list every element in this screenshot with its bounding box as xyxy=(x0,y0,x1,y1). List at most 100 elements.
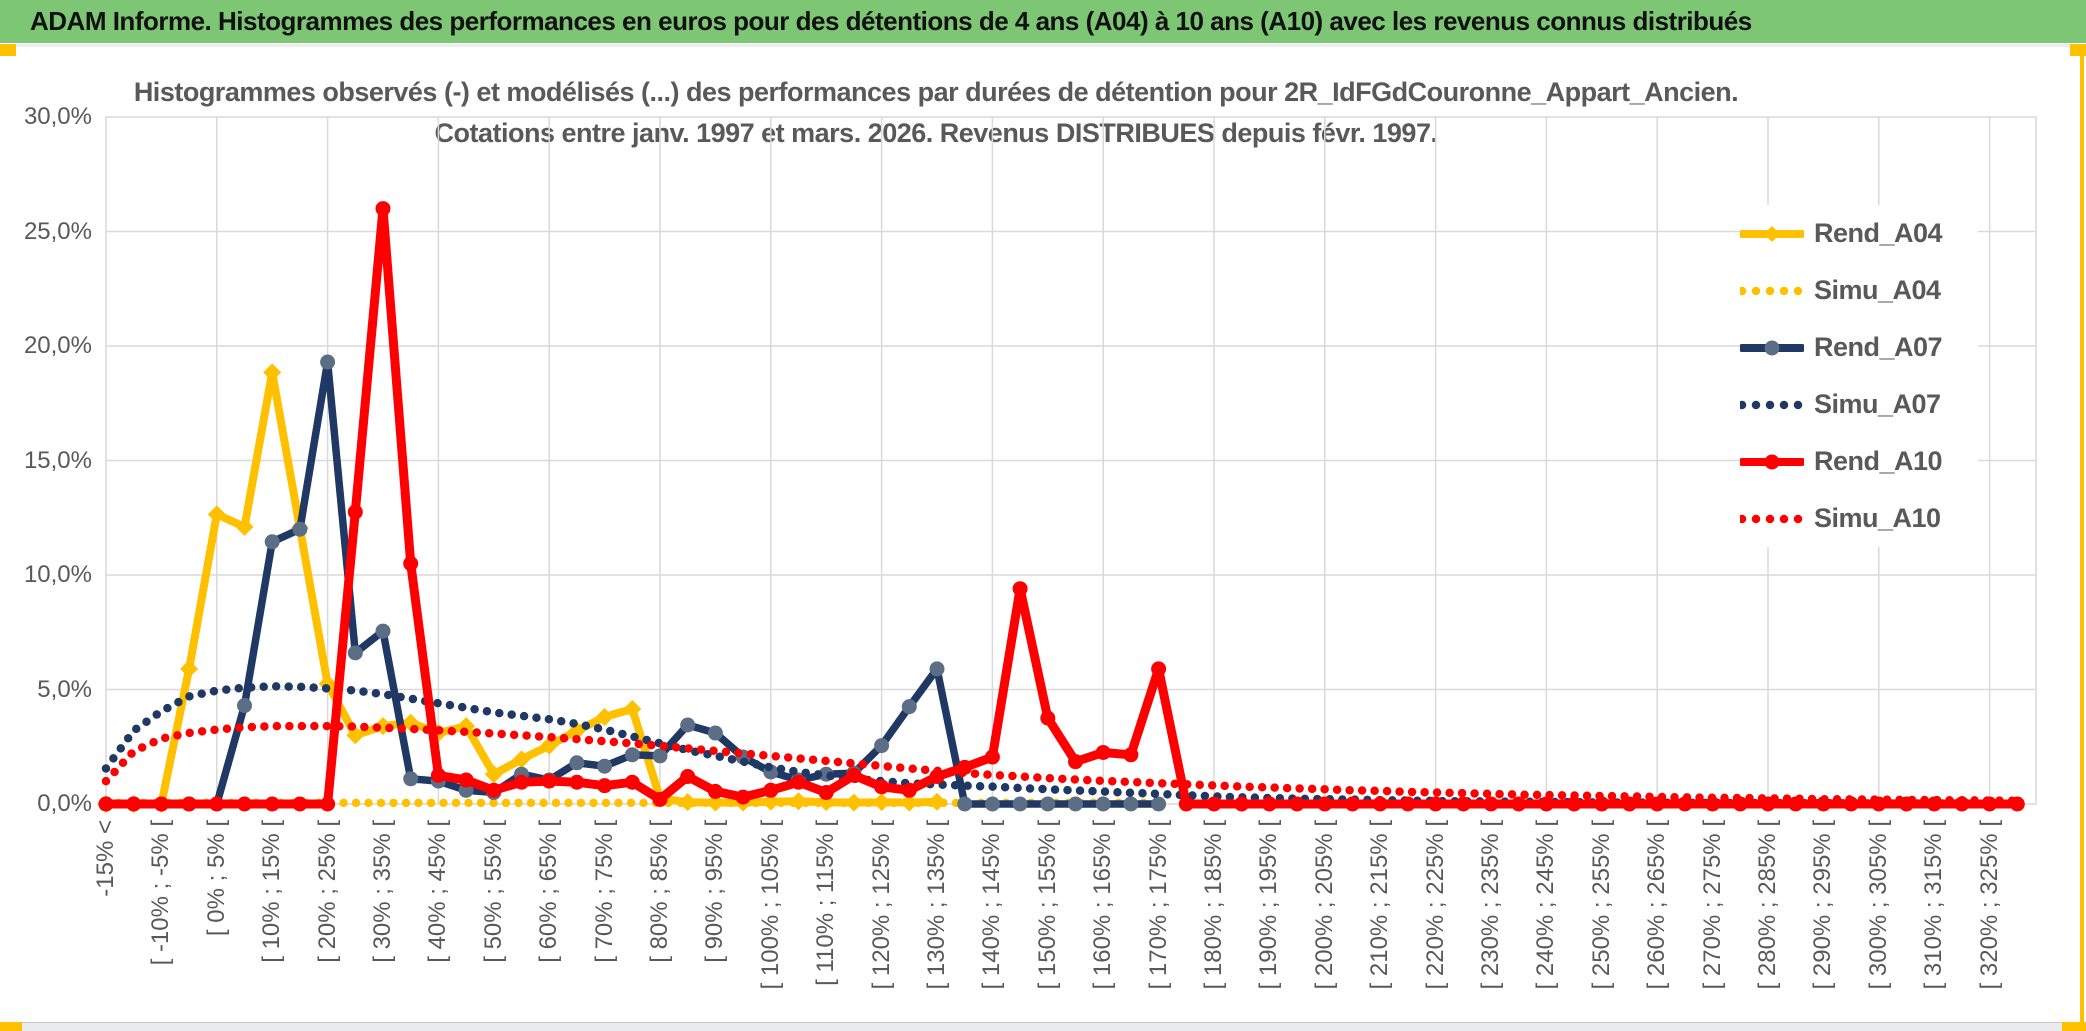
series-rend_a07-marker xyxy=(901,699,917,715)
series-rend_a10-marker xyxy=(680,769,696,785)
series-rend_a07-marker xyxy=(1123,796,1139,812)
x-tick-label: [ 90% ; 95% [ xyxy=(701,820,729,963)
x-tick-label: [ 230% ; 235% [ xyxy=(1477,820,1504,990)
series-rend_a10-marker xyxy=(458,772,474,788)
series-rend_a10-marker xyxy=(652,791,668,807)
series-rend_a07-marker xyxy=(458,782,474,798)
series-simu_a10-line xyxy=(101,721,2022,806)
series-rend_a10-marker xyxy=(1345,796,1360,812)
series-rend_a10-marker xyxy=(1068,754,1083,770)
chart-legend: Rend_A04 Simu_A04 Rend_A07 Simu_A07 Rend_A10… xyxy=(1740,205,1978,547)
series-rend_a07-marker xyxy=(874,738,890,754)
x-tick-label: -15% < xyxy=(92,820,119,897)
series-rend_a10-marker xyxy=(1123,747,1139,763)
legend-dotted-line-icon xyxy=(1740,286,1804,295)
series-rend_a10-marker xyxy=(791,774,806,790)
chart-title: Histogrammes observés (-) et modélisés (… xyxy=(106,72,1766,154)
legend-item-rend_a10[interactable]: Rend_A10 xyxy=(1740,433,1978,490)
chart-border-right xyxy=(2080,46,2084,1022)
legend-item-rend_a04[interactable]: Rend_A04 xyxy=(1740,205,1978,262)
series-rend_a07-marker xyxy=(1040,796,1056,812)
series-rend_a04-marker xyxy=(512,750,531,769)
series-rend_a10-marker xyxy=(486,782,502,798)
series-rend_a10-marker xyxy=(430,767,446,783)
series-rend_a04-marker xyxy=(207,505,226,524)
x-tick-label: [ 120% ; 125% [ xyxy=(867,820,895,990)
legend-item-rend_a07[interactable]: Rend_A07 xyxy=(1740,319,1978,376)
x-tick-label: [ 100% ; 105% [ xyxy=(756,820,784,990)
series-rend_a10-marker xyxy=(818,785,834,801)
series-rend_a04-marker xyxy=(540,736,559,755)
x-tick-label: [ 180% ; 185% [ xyxy=(1200,820,1227,990)
series-rend_a10-marker xyxy=(1151,661,1167,677)
selection-handle-bottom-left[interactable] xyxy=(0,1022,22,1031)
x-tick-label: [ 110% ; 115% [ xyxy=(812,820,840,986)
x-tick-label: [ 280% ; 285% [ xyxy=(1754,820,1781,990)
series-rend_a07-marker xyxy=(375,623,391,639)
series-rend_a04-marker xyxy=(595,707,614,726)
legend-solid-line-icon xyxy=(1740,340,1804,355)
series-rend_a10-marker xyxy=(901,782,917,798)
bottom-strip xyxy=(0,1022,2086,1031)
x-tick-label: [ 70% ; 75% [ xyxy=(590,820,618,963)
series-rend_a10-marker xyxy=(237,796,252,812)
y-tick-label: 15,0% xyxy=(23,446,92,474)
x-tick-label: [ 310% ; 315% [ xyxy=(1920,820,1948,990)
series-rend_a04-marker xyxy=(346,726,365,745)
x-tick-label: [ 190% ; 195% [ xyxy=(1255,820,1283,990)
series-rend_a07-marker xyxy=(624,747,640,763)
x-tick-label: [ 290% ; 295% [ xyxy=(1809,820,1837,990)
series-rend_a10-marker xyxy=(1095,744,1111,760)
x-tick-label: [ 170% ; 175% [ xyxy=(1144,820,1172,990)
selection-handle-top-left[interactable] xyxy=(0,44,16,56)
series-rend_a04-marker xyxy=(180,659,199,678)
legend-label: Rend_A04 xyxy=(1814,218,1943,248)
x-tick-label: [ 250% ; 255% [ xyxy=(1587,820,1615,990)
series-rend_a10-marker xyxy=(403,556,419,572)
series-rend_a07-marker xyxy=(569,755,585,771)
series-rend_a10-marker xyxy=(1040,710,1056,726)
x-tick-label: [ 140% ; 145% [ xyxy=(978,820,1006,990)
legend-item-simu_a07[interactable]: Simu_A07 xyxy=(1740,376,1978,433)
series-rend_a07-marker xyxy=(320,354,336,370)
x-tick-label: [ 240% ; 245% [ xyxy=(1532,820,1560,990)
series-rend_a10-marker xyxy=(735,789,751,805)
legend-label: Simu_A04 xyxy=(1814,275,1941,305)
legend-label: Simu_A07 xyxy=(1814,389,1941,419)
legend-item-simu_a04[interactable]: Simu_A04 xyxy=(1740,262,1978,319)
x-tick-label: [ 30% ; 35% [ xyxy=(369,820,396,963)
series-rend_a10-marker xyxy=(1566,796,1582,812)
series-rend_a10-marker xyxy=(153,796,169,812)
series-rend_a10-marker xyxy=(597,778,613,794)
selection-handle-bottom-right[interactable] xyxy=(2062,1022,2086,1031)
series-rend_a10-marker xyxy=(541,773,557,789)
series-rend_a07-marker xyxy=(1095,796,1111,812)
series-rend_a10-marker xyxy=(1372,796,1388,812)
series-rend_a04-line xyxy=(102,368,941,808)
series-rend_a10-marker xyxy=(292,796,308,812)
x-tick-label: [ 80% ; 85% [ xyxy=(646,820,673,963)
series-rend_a10-marker xyxy=(1511,796,1527,812)
series-rend_a10-marker xyxy=(264,796,280,812)
x-tick-label: [ 320% ; 325% [ xyxy=(1975,820,2003,990)
legend-item-simu_a10[interactable]: Simu_A10 xyxy=(1740,490,1978,547)
series-rend_a10-marker xyxy=(209,796,225,812)
x-tick-label: [ -10% ; -5% [ xyxy=(147,820,175,966)
x-tick-label: [ 210% ; 215% [ xyxy=(1366,820,1394,990)
y-tick-label: 25,0% xyxy=(23,217,92,245)
series-rend_a10-marker xyxy=(874,779,890,795)
series-rend_a10-marker xyxy=(320,796,336,812)
x-tick-label: [ 270% ; 275% [ xyxy=(1698,820,1726,990)
series-rend_a10-marker xyxy=(1261,796,1277,812)
series-rend_a10-marker xyxy=(1206,796,1222,812)
legend-solid-line-icon xyxy=(1740,225,1804,242)
legend-solid-line-icon xyxy=(1740,454,1804,469)
x-tick-label: [ 40% ; 45% [ xyxy=(424,820,452,963)
series-rend_a04-marker xyxy=(623,699,642,718)
series-rend_a04-marker xyxy=(235,517,254,536)
legend-dotted-line-icon xyxy=(1740,514,1804,523)
series-rend_a10-marker xyxy=(1428,796,1444,812)
x-tick-label: [ 300% ; 305% [ xyxy=(1864,820,1892,990)
series-rend_a10-marker xyxy=(347,504,363,520)
